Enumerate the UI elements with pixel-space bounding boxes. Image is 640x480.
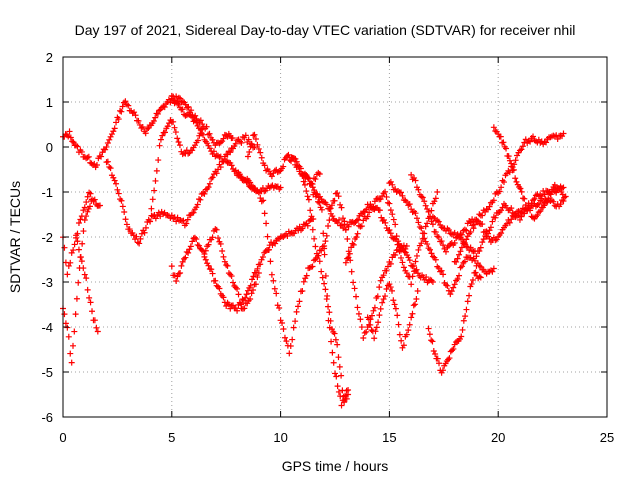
series-sat-a <box>60 93 236 171</box>
series-markers <box>168 226 262 312</box>
series-markers <box>147 132 258 229</box>
y-tick-label: -3 <box>41 275 53 290</box>
series-sat-l <box>288 154 352 400</box>
series-sat-j <box>234 170 328 357</box>
series-markers <box>234 170 328 357</box>
x-tick-label: 0 <box>59 430 66 445</box>
series-markers <box>201 216 317 314</box>
series-sat-e <box>103 117 206 247</box>
series-markers <box>425 269 484 376</box>
series-markers <box>103 117 206 247</box>
y-tick-label: -6 <box>41 410 53 425</box>
x-tick-label: 10 <box>273 430 287 445</box>
series-markers <box>451 130 567 265</box>
series-sat-m <box>299 170 352 409</box>
series-sat-p <box>342 188 441 288</box>
series-markers <box>310 189 436 286</box>
y-tick-label: 0 <box>46 140 53 155</box>
y-axis-label: SDTVAR / TECUs <box>7 181 23 293</box>
series-sat-n <box>310 189 436 286</box>
series-sat-v <box>451 130 567 265</box>
y-tick-labels: -6 -5 -4 -3 -2 -1 0 1 2 <box>41 50 53 425</box>
series-sat-q <box>364 281 421 351</box>
y-tick-label: -1 <box>41 185 53 200</box>
y-tick-label: 1 <box>46 95 53 110</box>
x-tick-label: 15 <box>382 430 396 445</box>
series-sat-f <box>147 132 258 229</box>
series-markers <box>60 93 236 171</box>
chart-title: Day 197 of 2021, Sidereal Day-to-day VTE… <box>75 22 576 38</box>
series-markers <box>342 188 441 288</box>
y-tick-label: 2 <box>46 50 53 65</box>
series-sat-c <box>60 189 103 278</box>
series-markers <box>299 170 352 409</box>
axis-ticks <box>62 56 608 418</box>
x-tick-label: 5 <box>168 430 175 445</box>
series-markers <box>60 189 103 278</box>
series-sat-d <box>73 234 101 335</box>
x-tick-label: 25 <box>600 430 614 445</box>
series-sat-r <box>386 178 497 298</box>
series-sat-g <box>168 226 262 312</box>
x-tick-labels: 0 5 10 15 20 25 <box>59 430 614 445</box>
x-axis-label: GPS time / hours <box>282 458 389 474</box>
series-sat-t <box>425 269 484 376</box>
series-markers <box>288 154 352 400</box>
series-markers <box>490 124 569 222</box>
x-tick-label: 20 <box>491 430 505 445</box>
series-markers <box>386 178 497 298</box>
y-tick-label: -2 <box>41 230 53 245</box>
y-tick-label: -4 <box>41 320 53 335</box>
series-sat-w <box>490 124 569 222</box>
y-tick-label: -5 <box>41 365 53 380</box>
series-markers <box>364 281 421 351</box>
series-sat-i <box>201 216 317 314</box>
series-markers <box>73 234 101 335</box>
data-points <box>60 92 569 409</box>
